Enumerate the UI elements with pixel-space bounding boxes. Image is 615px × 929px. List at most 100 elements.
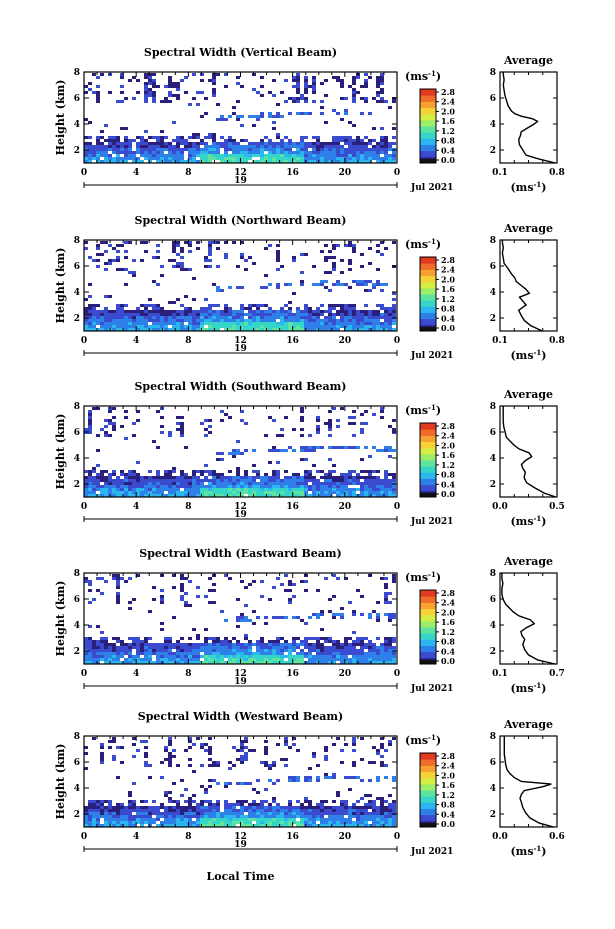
unit-exponent: -1	[428, 69, 436, 78]
colorbar-segment	[420, 608, 436, 616]
average-x-tick-label: 0.5	[549, 502, 565, 512]
average-x-tick-label: 0.7	[549, 669, 565, 679]
unit-exponent: -1	[534, 681, 542, 690]
y-tick-label: 4	[74, 454, 80, 464]
colorbar-segment	[420, 306, 436, 313]
colorbar-tick-label: 0.4	[441, 145, 455, 155]
average-profile-line	[502, 72, 556, 164]
unit-text: (ms	[510, 515, 533, 528]
x-tick-label: 8	[185, 168, 191, 178]
y-axis-label: Height (km)	[54, 80, 67, 156]
average-x-tick-label: 0.1	[492, 669, 508, 679]
colorbar-tick-label: 0.8	[441, 637, 455, 647]
colorbar-segment	[420, 453, 436, 461]
colorbar-segment	[420, 753, 436, 760]
colorbar-segment	[420, 639, 436, 646]
date-label: Jul 2021	[410, 847, 453, 857]
average-y-tick-label: 6	[490, 94, 496, 104]
y-tick-label: 2	[74, 810, 80, 820]
unit-exponent: -1	[428, 733, 436, 742]
average-y-tick-label: 4	[490, 784, 496, 794]
colorbar-segment	[420, 257, 436, 264]
colorbar-segment	[420, 645, 436, 653]
x-tick-label: 0	[81, 336, 87, 346]
date-label: Jul 2021	[410, 351, 453, 361]
colorbar-tick-label: 2.0	[441, 106, 455, 116]
average-title: Average	[503, 718, 553, 731]
x-tick-label: 0	[394, 669, 400, 679]
x-tick-label: 4	[133, 832, 139, 842]
colorbar-segment	[420, 126, 436, 133]
average-y-tick-label: 4	[490, 288, 496, 298]
y-axis-label: Height (km)	[54, 248, 67, 324]
panel-2: Spectral Width (Southward Beam) 2 4 6 8 0 4 8 12…	[54, 380, 565, 528]
x-tick-label: 16	[286, 502, 299, 512]
colorbar-low	[420, 159, 436, 163]
colorbar-low	[420, 660, 436, 664]
colorbar-segment	[420, 318, 436, 326]
average-title: Average	[503, 388, 553, 401]
average-y-tick-label: 6	[490, 262, 496, 272]
average-y-tick-label: 8	[490, 68, 496, 78]
day-label: 19	[234, 344, 247, 354]
average-y-tick-label: 6	[490, 595, 496, 605]
unit-close: )	[436, 238, 441, 251]
heatmap-cells	[84, 737, 396, 827]
colorbar-segment	[420, 287, 436, 295]
unit-exponent: -1	[428, 570, 436, 579]
x-tick-label: 8	[185, 832, 191, 842]
unit-text: (ms	[510, 682, 533, 695]
y-tick-label: 4	[74, 288, 80, 298]
average-y-tick-label: 4	[490, 621, 496, 631]
average-profile-line	[503, 736, 554, 828]
unit-close: )	[436, 571, 441, 584]
average-unit: (ms-1)	[510, 348, 546, 362]
unit-text: (ms	[510, 349, 533, 362]
colorbar-segment	[420, 651, 436, 659]
panel-title: Spectral Width (Northward Beam)	[135, 214, 347, 227]
unit-exponent: -1	[534, 844, 542, 853]
colorbar-frame	[419, 752, 437, 828]
x-tick-label: 20	[339, 832, 352, 842]
average-profile-line	[502, 406, 556, 498]
unit-text: (ms	[510, 181, 533, 194]
colorbar-segment	[420, 771, 436, 779]
average-profile-line	[501, 240, 543, 332]
average-y-tick-label: 8	[490, 732, 496, 742]
average-y-tick-label: 2	[490, 480, 496, 490]
colorbar-unit: (ms-1)	[405, 237, 441, 251]
colorbar-tick-label: 2.8	[441, 588, 455, 598]
x-tick-label: 0	[81, 502, 87, 512]
colorbar-segment	[420, 447, 436, 455]
heatmap-cells	[84, 73, 396, 163]
unit-text: (ms	[405, 404, 428, 417]
colorbar-tick-label: 0.0	[441, 656, 455, 666]
colorbar-low	[420, 327, 436, 331]
y-tick-label: 2	[74, 314, 80, 324]
y-axis-label: Height (km)	[54, 744, 67, 820]
panel-title: Spectral Width (Eastward Beam)	[139, 547, 341, 560]
heatmap-cells	[84, 407, 396, 497]
average-y-tick-label: 2	[490, 647, 496, 657]
colorbar-tick-label: 0.4	[441, 646, 455, 656]
x-tick-label: 12	[234, 502, 247, 512]
panel-title: Spectral Width (Westward Beam)	[138, 710, 343, 723]
panel-title: Spectral Width (Southward Beam)	[134, 380, 346, 393]
colorbar-segment	[420, 435, 436, 442]
average-y-tick-label: 2	[490, 810, 496, 820]
unit-text: (ms	[405, 571, 428, 584]
colorbar-tick-label: 2.4	[441, 598, 455, 608]
y-tick-label: 8	[74, 732, 80, 742]
date-label: Jul 2021	[410, 183, 453, 193]
x-tick-label: 0	[81, 168, 87, 178]
colorbar-segment	[420, 814, 436, 822]
average-y-tick-label: 8	[490, 402, 496, 412]
x-tick-label: 4	[133, 502, 139, 512]
colorbar-unit: (ms-1)	[405, 69, 441, 83]
colorbar-segment	[420, 300, 436, 307]
colorbar-segment	[420, 590, 436, 597]
x-tick-label: 16	[286, 336, 299, 346]
x-tick-label: 8	[185, 502, 191, 512]
